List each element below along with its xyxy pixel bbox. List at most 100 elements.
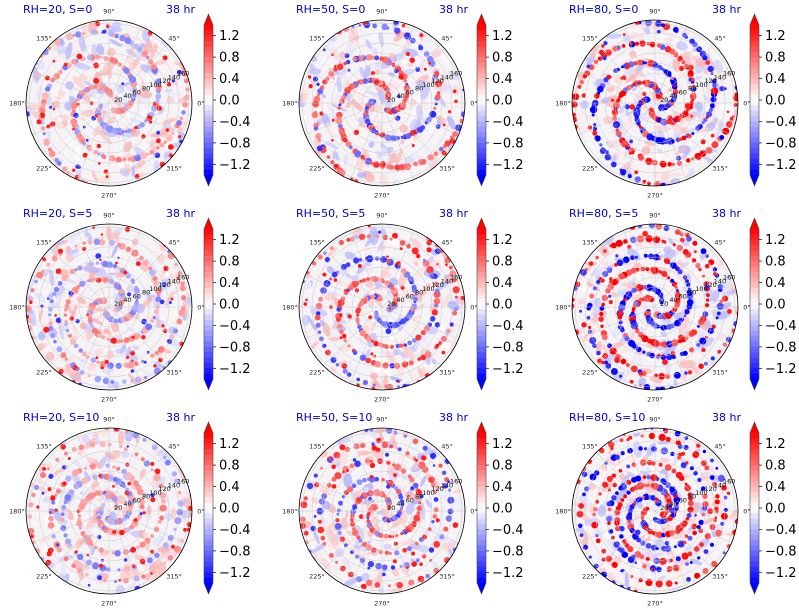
rainband-cell (421, 554, 427, 559)
field-blob (379, 432, 384, 445)
rainband-cell (321, 493, 327, 499)
colorbar-tick-label: −0.4 (492, 319, 524, 334)
rainband-cell (588, 555, 592, 559)
rainband-cell (687, 535, 693, 541)
rainband-cell (449, 322, 454, 327)
colorbar-segment (750, 148, 759, 154)
rainband-cell (174, 545, 181, 553)
rainband-cell (105, 463, 110, 468)
rainband-cell (427, 322, 432, 328)
angle-tick-label: 45° (168, 442, 180, 450)
rainband-cell (155, 93, 162, 100)
radial-tick-label: 60 (679, 292, 687, 300)
field-blob (74, 145, 81, 163)
rainband-cell (392, 135, 398, 142)
angular-grid-spoke (664, 514, 732, 544)
convective-cell (602, 55, 607, 61)
rainband-cell (413, 514, 421, 522)
colorbar-tick-label: −1.2 (219, 362, 251, 377)
rainband-cell (702, 311, 709, 318)
rainband-cell (675, 556, 681, 562)
radial-tick-label: 120 (158, 281, 170, 289)
field-blob (58, 474, 67, 482)
angle-tick-label: 225° (309, 573, 325, 581)
rainband-cell (604, 153, 612, 161)
rainband-cell (399, 164, 406, 171)
colorbar-segment (477, 556, 486, 562)
rainband-cell (640, 459, 647, 466)
colorbar-segment (750, 255, 759, 262)
field-blob (580, 100, 589, 110)
rainband-cell (331, 476, 337, 482)
field-blob (95, 348, 104, 356)
convective-cell (73, 112, 79, 119)
rainband-cell (356, 377, 360, 382)
colorbar-segment (477, 25, 486, 31)
rainband-cell (389, 237, 393, 241)
rainband-cell (423, 51, 430, 57)
colorbar-segment (750, 73, 759, 79)
convective-cell (380, 161, 386, 167)
rainband-cell (58, 69, 63, 75)
colorbar-segment (204, 25, 213, 31)
field-blob (417, 366, 424, 379)
colorbar: 1.20.80.40.0−0.4−0.8−1.2 (203, 217, 251, 391)
rainband-cell (601, 294, 609, 302)
convective-cell (685, 232, 690, 238)
rainband-cell (607, 507, 612, 512)
rainband-cell (643, 384, 651, 390)
rainband-cell (55, 457, 60, 462)
convective-cell (62, 481, 67, 486)
rainband-cell (626, 490, 631, 495)
colorbar: 1.20.80.40.0−0.4−0.8−1.2 (476, 217, 524, 391)
rainband-cell (179, 116, 184, 121)
rainband-cell (640, 540, 646, 546)
rainband-cell (386, 258, 391, 264)
angle-tick-label: 315° (166, 165, 182, 173)
convective-cell (601, 557, 606, 562)
angle-tick-label: 270° (101, 192, 117, 200)
polar-panel: RH=20, S=0 38 hr 0° 45° 90° 135° 180° 225° 270° 3… (0, 0, 266, 204)
rainband-cell (65, 246, 72, 252)
field-blob (79, 74, 88, 82)
convective-cell (119, 529, 125, 536)
rainband-cell (613, 122, 618, 128)
colorbar-segment (204, 51, 213, 58)
rainband-cell (426, 116, 432, 123)
colorbar-segment (750, 357, 759, 364)
rainband-cell (649, 352, 655, 359)
field-blob (124, 563, 140, 575)
panel-title: RH=50, S=0 (296, 3, 366, 16)
convective-cell (405, 52, 410, 56)
colorbar-tick-label: 0.8 (492, 51, 513, 66)
rainband-cell (572, 93, 580, 101)
field-blob (690, 558, 703, 566)
field-blob (420, 520, 430, 526)
convective-cell (581, 93, 587, 98)
field-blob (703, 517, 715, 525)
rainband-cell (636, 346, 642, 353)
rainband-cell (624, 335, 630, 342)
rainband-cell (66, 328, 70, 333)
rainband-cell (634, 561, 638, 565)
rainband-cell (712, 267, 718, 272)
convective-cell (96, 143, 102, 149)
colorbar-segment (204, 561, 213, 568)
convective-cell (726, 110, 730, 114)
convective-cell (353, 129, 360, 136)
rainband-cell (96, 462, 102, 469)
colorbar-segment (477, 362, 486, 369)
rainband-cell (684, 371, 688, 375)
field-blob (700, 479, 712, 488)
rainband-cell (151, 444, 158, 451)
angular-grid-spoke (596, 452, 656, 512)
colorbar-tick-label: −0.4 (492, 523, 524, 538)
rainband-cell (57, 281, 63, 286)
rainband-cell (701, 460, 707, 466)
rainband-cell (431, 309, 438, 316)
angle-tick-label: 0° (197, 508, 204, 516)
convective-cell (168, 153, 173, 158)
rainband-cell (333, 67, 338, 72)
field-blob (116, 495, 126, 505)
field-blob (123, 141, 133, 153)
